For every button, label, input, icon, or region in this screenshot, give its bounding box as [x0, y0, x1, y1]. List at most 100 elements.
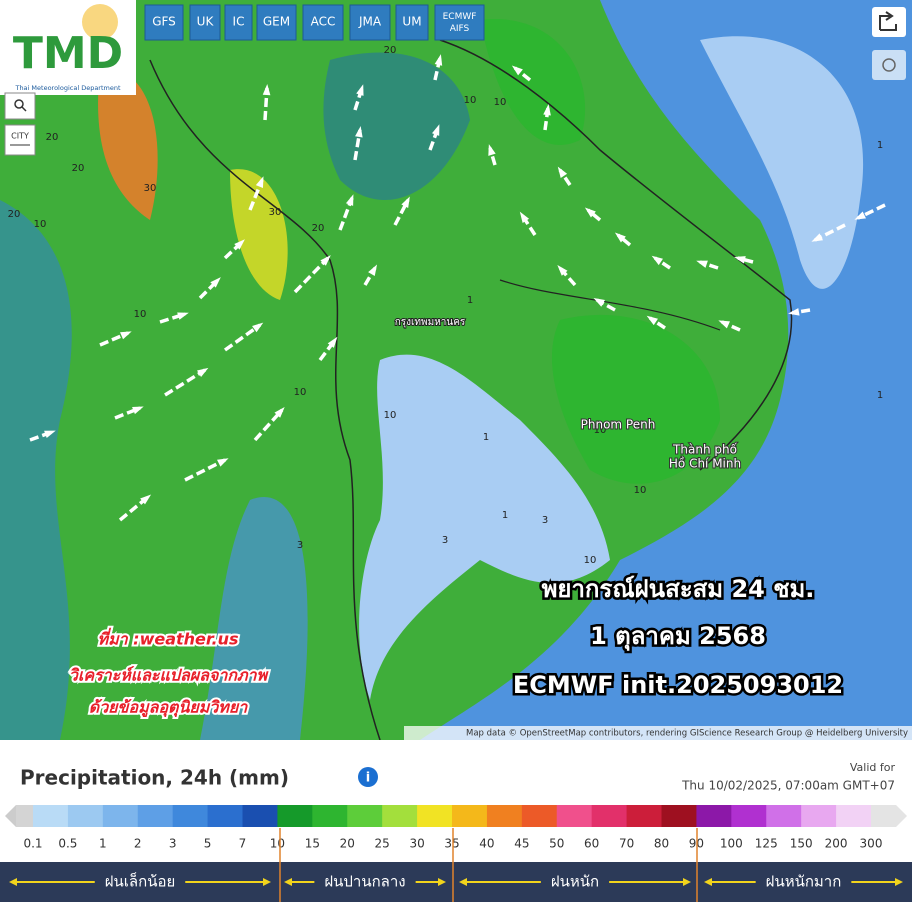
wind-arrow-head: [401, 196, 410, 208]
logo-sun: [82, 4, 118, 40]
attribution: Map data © OpenStreetMap contributors, r…: [466, 729, 908, 739]
wind-arrow-head: [44, 430, 56, 439]
share-button[interactable]: [872, 7, 906, 37]
valid-time: Thu 10/02/2025, 07:00am GMT+07: [681, 779, 895, 793]
wind-arrow-head: [854, 211, 866, 220]
wind-arrow: [184, 458, 226, 482]
colorbar-label: 35: [444, 837, 459, 851]
colorbar-segment: [486, 805, 523, 827]
colorbar-label: 30: [409, 837, 424, 851]
model-button-label: UM: [402, 15, 421, 29]
city-label: Hồ Chí Minh: [669, 457, 741, 471]
model-button-label: JMA: [358, 15, 382, 29]
model-button[interactable]: [256, 4, 297, 41]
attribution-bg: [404, 726, 912, 740]
colorbar-segment: [33, 805, 69, 827]
colorbar-segment: [16, 805, 33, 827]
colorbar-label: 200: [825, 837, 848, 851]
wind-arrow-head: [557, 166, 568, 178]
model-button[interactable]: [302, 4, 344, 41]
model-button[interactable]: [349, 4, 391, 41]
colorbar-label: 2: [134, 837, 142, 851]
heavy-rain-zone: [98, 69, 158, 221]
map-value: 10: [464, 95, 477, 106]
model-button-label: GFS: [152, 15, 176, 29]
wind-arrows: [29, 54, 886, 522]
colorbar-segment: [696, 805, 732, 827]
model-button[interactable]: [224, 4, 253, 41]
colorbar-label: 15: [305, 837, 320, 851]
model-button-label: IC: [233, 15, 245, 29]
city-label: Phnom Penh: [581, 418, 656, 432]
colorbar-segment: [277, 805, 313, 827]
colorbar-segment: [801, 805, 837, 827]
model-button[interactable]: [144, 4, 184, 41]
model-button-label: GEM: [263, 15, 290, 29]
map-value: 1: [877, 390, 883, 401]
map-values: 20 20 30 20 10 10 10 20 30 20 10 10 10 10 1 1 3 1 3 1 10 10 3 1: [8, 45, 884, 566]
legend-title: Precipitation, 24h (mm): [20, 766, 289, 790]
overlay-title: พยากรณ์ฝนสะสม 24 ชม.: [542, 575, 815, 603]
border: [439, 39, 793, 471]
wind-arrow: [737, 256, 754, 264]
category-arrowhead: [263, 878, 271, 886]
city-toggle-label: CITY: [11, 132, 29, 141]
zoom-button[interactable]: [4, 92, 36, 120]
map-value: 30: [144, 183, 157, 194]
wind-arrow-head: [327, 336, 338, 348]
model-button[interactable]: [395, 4, 429, 41]
category-bar: [0, 862, 912, 902]
wind-arrow-head: [140, 494, 152, 505]
map-value: 1: [502, 510, 508, 521]
sea: [200, 497, 308, 740]
locate-icon: [882, 58, 896, 72]
colorbar-label: 80: [654, 837, 669, 851]
map-value: 1: [467, 295, 473, 306]
category-arrowhead: [895, 878, 903, 886]
colorbar-segment: [871, 805, 896, 827]
model-button-label: ECMWF AIFS: [443, 12, 477, 34]
colorbar-segment: [766, 805, 802, 827]
rain-zone: [480, 19, 586, 146]
source-note: วิเคราะห์และแปลผลจากภาพ: [69, 666, 270, 685]
wind-arrow-head: [488, 144, 496, 156]
locate-button[interactable]: [872, 50, 906, 80]
overlay-date: 1 ตุลาคม 2568: [590, 622, 766, 652]
map-value: 10: [34, 219, 47, 230]
rain-zone: [551, 314, 720, 484]
wind-arrow-head: [217, 458, 229, 467]
zoom-icon: [14, 99, 24, 109]
wind-arrow: [293, 256, 330, 294]
model-button[interactable]: [189, 4, 221, 41]
info-icon[interactable]: [358, 767, 378, 787]
city-toggle[interactable]: [4, 124, 36, 156]
moderate-rain-zone: [230, 169, 288, 300]
colorbar-label: 25: [375, 837, 390, 851]
colorbar-label: 60: [584, 837, 599, 851]
city-label: กรุงเทพมหานคร: [395, 317, 466, 328]
colorbar-segment: [242, 805, 278, 827]
wind-arrow-head: [234, 239, 245, 250]
wind-arrow-head: [811, 233, 823, 242]
colorbar-label: 150: [790, 837, 813, 851]
map-value: 10: [594, 425, 607, 436]
colorbar-segment: [731, 805, 767, 827]
wind-arrow-head: [356, 84, 364, 96]
map-value: 30: [269, 207, 282, 218]
wind-arrow-head: [320, 255, 331, 266]
model-button[interactable]: [434, 4, 485, 41]
colorbar-label: 70: [619, 837, 634, 851]
wind-arrow-head: [177, 312, 189, 320]
map-value: 20: [384, 45, 397, 56]
map: 20 20 30 20 10 10 10 20 30 20 10 10 10 10 1 1 3 1 3 1 10 10 3 1…: [0, 0, 912, 741]
category-arrowhead: [9, 878, 17, 886]
map-value: 20: [8, 209, 21, 220]
source-note: ที่มา :weather.us: [98, 628, 239, 649]
category-arrowhead: [704, 878, 712, 886]
map-value: 3: [297, 540, 303, 551]
wind-arrow-head: [557, 265, 568, 276]
map-value: 1: [483, 432, 489, 443]
wind-arrow-head: [646, 315, 658, 326]
overlay-model: ECMWF init.2025093012: [513, 671, 843, 699]
